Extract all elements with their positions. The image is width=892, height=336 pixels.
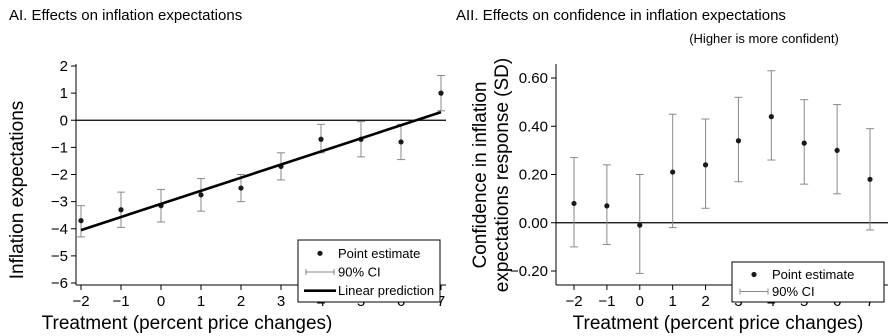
panel-a-x-axis-label: Treatment (percent price changes): [42, 313, 333, 334]
x-tick-label: −1: [112, 293, 129, 310]
legend-label: Point estimate: [338, 246, 420, 261]
panel-a-title: AI. Effects on inflation expectations: [9, 7, 242, 24]
y-tick-label: 0.60: [519, 70, 548, 87]
legend: Point estimate 90% CI: [731, 261, 885, 303]
legend-point-symbol: [317, 250, 323, 256]
point-estimate: [735, 138, 742, 144]
point-estimate: [768, 114, 774, 120]
point-estimate: [801, 140, 807, 146]
x-tick-label: 3: [277, 293, 285, 310]
x-tick-label: 2: [701, 293, 709, 310]
panel-confidence: AII. Effects on confidence in inflation …: [456, 7, 888, 334]
panel-inflation-expectations: AI. Effects on inflation expectations In…: [7, 7, 446, 334]
legend-label: 90% CI: [338, 265, 381, 280]
point-estimate: [398, 139, 404, 145]
x-tick-label: −1: [598, 293, 615, 310]
x-tick-label: 0: [157, 293, 165, 310]
y-tick-label: 1: [60, 85, 68, 102]
point-estimate: [702, 162, 709, 168]
y-tick-label: −2: [51, 167, 68, 184]
point-estimate: [670, 169, 676, 175]
y-tick-label: 0.00: [519, 215, 548, 232]
x-tick-label: −2: [565, 293, 582, 310]
x-tick-label: 7: [437, 293, 445, 310]
y-tick-label: −3: [51, 194, 68, 211]
y-tick-label: −5: [51, 248, 68, 265]
point-estimate: [118, 207, 124, 213]
y-tick-label: 0.20: [519, 167, 548, 184]
point-estimate: [604, 203, 610, 209]
x-tick-label: 1: [197, 293, 205, 310]
y-tick-label: 2: [60, 58, 68, 75]
point-estimate: [198, 192, 204, 198]
point-estimate: [318, 136, 324, 142]
x-tick-label: 0: [636, 293, 644, 310]
panel-b-x-axis-label: Treatment (percent price changes): [573, 313, 864, 334]
y-tick-label: 0.40: [519, 118, 548, 135]
panel-b-y-axis-label-line-2: expectations response (SD): [492, 58, 513, 292]
legend-point-symbol: [751, 271, 757, 278]
y-tick-label: 0: [60, 112, 68, 129]
legend-label: Linear prediction: [338, 283, 434, 298]
point-estimate: [78, 218, 84, 224]
point-estimate: [571, 200, 577, 207]
legend-label: Point estimate: [772, 267, 854, 282]
y-tick-label: −0.20: [510, 263, 548, 280]
legend-box: [731, 261, 885, 303]
y-tick-label: −6: [51, 275, 68, 292]
panel-b-title: AII. Effects on confidence in inflation …: [456, 7, 786, 24]
panel-b-subtitle: (Higher is more confident): [689, 31, 839, 46]
linear-prediction-line: [80, 110, 442, 232]
y-tick-label: −4: [51, 221, 68, 238]
y-tick-label: −1: [51, 139, 68, 156]
x-tick-label: 2: [237, 293, 245, 310]
legend: Point estimate 90% CI Linear prediction: [297, 239, 441, 303]
point-estimate: [867, 176, 873, 182]
point-estimate: [238, 185, 244, 191]
legend-label: 90% CI: [772, 284, 815, 299]
point-estimate: [438, 90, 444, 96]
point-estimate: [834, 147, 840, 153]
point-estimate: [637, 222, 643, 228]
panel-b-y-axis-label-line-1: Confidence in inflation: [470, 82, 491, 269]
x-tick-label: 1: [668, 293, 676, 310]
panel-a-y-axis-label: Inflation expectations: [7, 101, 28, 280]
x-tick-label: −2: [72, 293, 89, 310]
